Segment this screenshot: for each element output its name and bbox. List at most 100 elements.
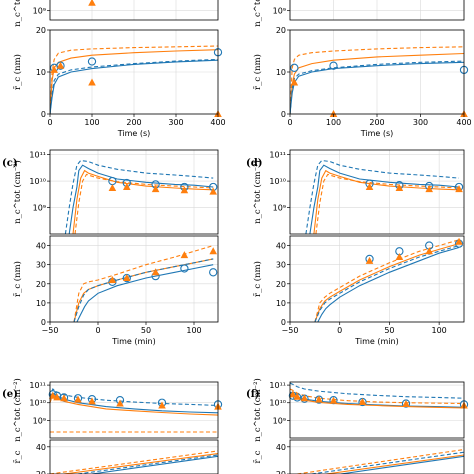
data-point-triangle (123, 274, 131, 282)
axes-frame (49, 149, 219, 235)
x-tick-label: 300 (413, 118, 428, 127)
data-point-triangle (358, 398, 367, 406)
panel-e: 10⁹ 10¹⁰ 10¹¹ n_c^tot (cm⁻²) 20 40 r̄_c (e) (2, 378, 223, 474)
subplot-n-f: 10⁹ 10¹⁰ 10¹¹ n_c^tot (cm⁻²) (252, 378, 469, 442)
data-point-triangle (365, 182, 374, 190)
series-line-orange-dashed (74, 173, 214, 234)
axes-frame (289, 149, 465, 235)
y-tick-label: 40 (276, 242, 286, 251)
data-point-circle (401, 399, 411, 408)
data-point-triangle (455, 185, 463, 193)
data-point-circle (209, 268, 218, 277)
data-point-triangle (74, 395, 82, 403)
y-tick-label: 30 (36, 261, 46, 270)
subplot-n-b: 10⁹ n_c^tot (253, 0, 465, 27)
y-axis-label: n_c^tot (cm⁻²) (252, 160, 263, 224)
data-point-triangle (329, 110, 338, 117)
axes-frame (289, 439, 465, 474)
data-point-triangle (395, 253, 404, 261)
y-tick-label: 30 (276, 261, 286, 270)
data-point-triangle (209, 247, 217, 255)
x-tick-label: 50 (141, 326, 151, 335)
series-line-blue-solid (68, 164, 214, 234)
subplot-n-e: 10⁹ 10¹⁰ 10¹¹ n_c^tot (cm⁻²) (12, 378, 223, 442)
y-tick-label: 20 (36, 280, 46, 289)
y-axis-label: n_c^tot (cm⁻²) (252, 378, 263, 442)
axes-frame (289, 381, 465, 439)
y-tick-label: 10¹⁰ (29, 399, 46, 408)
panel-label-e: (e) (2, 389, 18, 400)
series-line-orange-dashed (50, 450, 218, 474)
series-group (305, 159, 460, 234)
panel-label-c: (c) (2, 158, 18, 169)
series-group (50, 45, 218, 114)
x-tick-label: 0 (287, 118, 292, 127)
x-tick-label: 100 (326, 118, 341, 127)
y-tick-label: 40 (276, 443, 286, 452)
data-point-triangle (315, 395, 323, 403)
x-tick-label: −50 (282, 326, 299, 335)
data-point-circle (180, 264, 189, 273)
series-line-blue-solid (290, 61, 464, 114)
y-tick-label: 20 (276, 280, 286, 289)
y-tick-label: 10⁹ (273, 7, 286, 16)
data-point-circle (87, 57, 97, 66)
axes-frame (289, 235, 465, 323)
data-point-triangle (53, 393, 61, 401)
data-point-triangle (108, 275, 117, 283)
y-tick-label: 10 (36, 68, 46, 77)
series-line-blue-solid (91, 455, 218, 474)
y-tick-label: 10¹¹ (269, 151, 286, 160)
series-line-blue-dashed (50, 58, 218, 114)
data-point-triangle (151, 185, 160, 193)
subplot-r-a: 0 10 20 r̄_c (nm) 0 100 200 300 400 Time (s) (12, 26, 226, 138)
y-tick-label: 20 (36, 470, 46, 474)
series-group (314, 239, 460, 322)
y-tick-label: 40 (36, 242, 46, 251)
x-tick-label: 100 (432, 326, 447, 335)
y-tick-label: 10¹⁰ (269, 177, 286, 186)
data-point-triangle (300, 394, 309, 402)
data-point-triangle (151, 268, 160, 276)
x-tick-label: 400 (456, 118, 471, 127)
data-point-triangle (425, 247, 433, 255)
panel-a: 10⁹ n_c^tot 0 10 20 r̄_c (nm) 0 100 200 300 400 Tim… (12, 0, 226, 138)
x-tick-label: 300 (168, 118, 183, 127)
data-point-triangle (88, 0, 96, 6)
series-line-orange-dashed (297, 448, 464, 474)
series-line-orange-solid (313, 169, 460, 234)
subplot-r-e: 20 40 r̄_c (13, 439, 219, 474)
y-tick-label: 10¹⁰ (29, 177, 46, 186)
data-point-triangle (425, 185, 433, 193)
series-line-blue-dashed (73, 258, 214, 322)
x-tick-label: 100 (84, 118, 99, 127)
y-tick-label: 10 (36, 299, 46, 308)
panel-label-f: (f) (246, 389, 260, 400)
y-tick-label: 10⁹ (33, 7, 46, 16)
y-axis-label: r̄_c (nm) (252, 54, 263, 90)
x-axis-label: Time (s) (360, 129, 394, 138)
y-tick-label: 10¹¹ (29, 151, 46, 160)
y-axis-label: r̄_c (nm) (252, 261, 263, 297)
data-point-triangle (180, 186, 189, 194)
axes-frame (49, 439, 219, 474)
subplot-n-c: 10⁹ 10¹⁰ 10¹¹ n_c^tot (cm⁻²) (12, 149, 219, 235)
series-line-blue-solid (50, 59, 218, 114)
series-line-orange-solid (314, 243, 460, 322)
y-axis-label: r̄_c (nm) (12, 261, 23, 297)
x-tick-label: 100 (186, 326, 201, 335)
x-tick-label: 0 (47, 118, 52, 127)
data-point-triangle (158, 401, 166, 409)
series-line-blue-solid (317, 246, 460, 322)
series-line-orange-dashed (315, 173, 460, 234)
series-line-orange-solid (63, 453, 218, 474)
panel-c: 10⁹ 10¹⁰ 10¹¹ n_c^tot (cm⁻²) 0 10 20 30 40 r̄_c (… (2, 149, 219, 346)
data-point-triangle (88, 397, 96, 405)
y-tick-label: 10¹¹ (29, 381, 46, 390)
x-tick-label: 0 (337, 326, 342, 335)
data-point-triangle (116, 399, 124, 407)
series-group (64, 159, 214, 234)
series-line-blue-dashed (290, 382, 464, 399)
data-point-triangle (395, 183, 404, 191)
